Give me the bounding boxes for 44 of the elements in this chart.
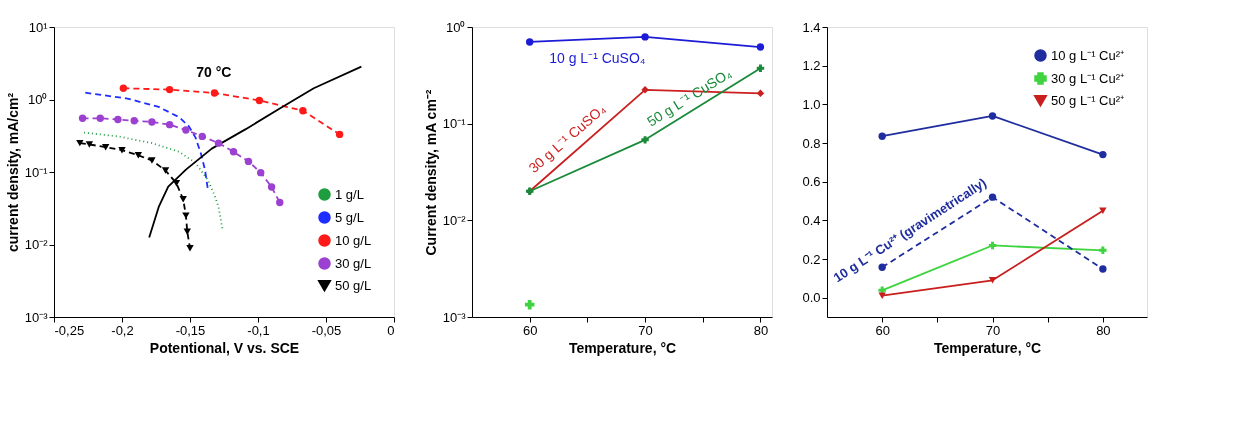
y-tick-label: 10⁻² bbox=[442, 212, 467, 228]
legend-label: 10 g/L bbox=[335, 232, 372, 248]
x-tick-label: -0,1 bbox=[247, 322, 270, 338]
y-tick-label: 10⁻² bbox=[24, 237, 49, 252]
x-tick-label: -0,15 bbox=[175, 322, 206, 338]
y-tick-label: 0.6 bbox=[802, 174, 821, 190]
y-tick-label: 10⁻¹ bbox=[24, 164, 49, 180]
legend-label: 30 g L⁻¹ Cu²⁺ bbox=[1051, 70, 1125, 86]
x-tick-label: 60 bbox=[522, 322, 538, 338]
y-tick-label: 0.4 bbox=[802, 212, 821, 228]
legend-label: 10 g L⁻¹ Cu²⁺ bbox=[1051, 47, 1125, 63]
y-tick-label: 10⁻³ bbox=[24, 309, 49, 325]
y-tick-label: 1.4 bbox=[802, 19, 821, 35]
y-tick-label: 0.0 bbox=[802, 290, 821, 306]
x-tick-label: 60 bbox=[875, 322, 890, 338]
y-tick-label: 10⁻¹ bbox=[442, 116, 467, 132]
x-tick-label: -0,25 bbox=[54, 322, 85, 338]
legend-label: 5 g/L bbox=[335, 209, 364, 225]
x-tick-label: 80 bbox=[1096, 322, 1111, 338]
y-tick-label: 10⁰ bbox=[28, 92, 48, 107]
x-tick-label: 70 bbox=[985, 322, 1001, 338]
annotation: 70 °C bbox=[196, 64, 232, 81]
x-tick-label: 70 bbox=[638, 322, 653, 338]
legend-label: 50 g/L bbox=[335, 277, 372, 293]
y-tick-label: 0.2 bbox=[802, 251, 821, 267]
y-axis-title: Current density, mA cm⁻² bbox=[422, 89, 439, 256]
y-tick-label: 1.2 bbox=[802, 58, 821, 74]
x-tick-label: -0,2 bbox=[111, 322, 134, 338]
legend-label: 50 g L⁻¹ Cu²⁺ bbox=[1051, 92, 1125, 108]
x-tick-label: -0,05 bbox=[311, 322, 342, 338]
y-tick-label: 10¹ bbox=[28, 19, 49, 35]
y-tick-label: 10⁻³ bbox=[442, 309, 467, 325]
x-tick-label: 0 bbox=[387, 322, 395, 338]
y-tick-label: 10⁰ bbox=[446, 19, 466, 35]
x-tick-label: 80 bbox=[753, 322, 769, 338]
y-axis-title: current density, mA/cm² bbox=[4, 92, 21, 253]
legend-label: 30 g/L bbox=[335, 255, 372, 271]
y-tick-label: 0.8 bbox=[802, 135, 821, 151]
x-axis-title: Temperature, °C bbox=[568, 339, 677, 356]
y-tick-label: 1.0 bbox=[802, 96, 821, 112]
series-label: 10 g L⁻¹ CuSO₄ bbox=[549, 50, 646, 67]
legend-label: 1 g/L bbox=[335, 186, 364, 202]
x-axis-title: Temperature, °C bbox=[933, 339, 1042, 356]
x-axis-title: Potentional, V vs. SCE bbox=[149, 339, 300, 356]
